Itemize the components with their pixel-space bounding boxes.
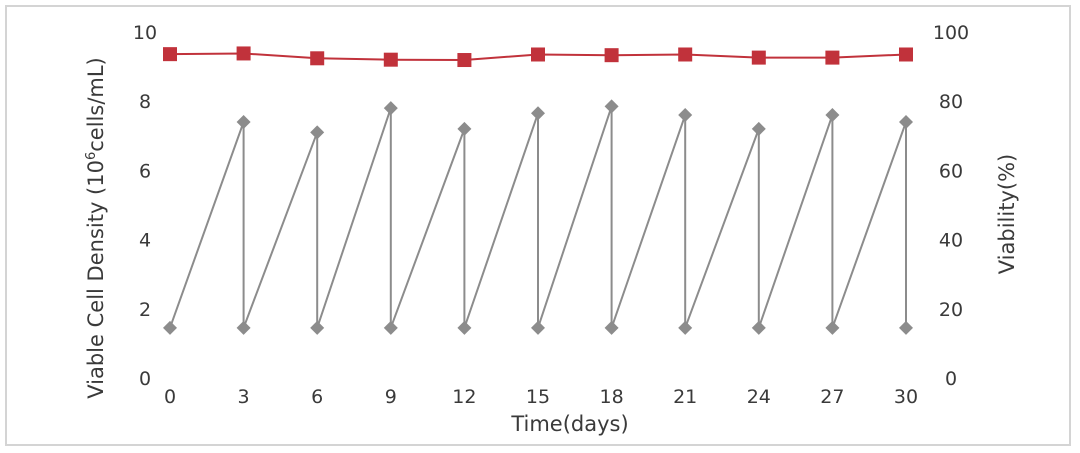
density-point — [604, 99, 619, 114]
density-point — [531, 320, 545, 335]
density-point — [825, 108, 840, 123]
density-point — [531, 106, 545, 121]
density-point — [751, 121, 766, 136]
density-point — [751, 320, 766, 335]
right-y-tick-label: 0 — [945, 368, 957, 390]
right-y-tick-labels: 0 20 40 60 80 100 — [933, 22, 969, 390]
viability-point — [899, 47, 913, 62]
density-point — [383, 101, 398, 116]
viability-point — [457, 53, 472, 68]
density-point — [678, 320, 693, 335]
viability-point — [531, 47, 545, 62]
left-y-tick-label: 10 — [133, 22, 157, 44]
left-y-tick-label: 6 — [139, 160, 151, 182]
left-y-tick-labels: 0 2 4 6 8 10 — [133, 22, 157, 390]
x-tick-label: 27 — [820, 386, 844, 408]
x-tick-label: 0 — [164, 386, 176, 408]
x-tick-label: 21 — [673, 386, 697, 408]
x-tick-label: 3 — [238, 386, 250, 408]
viability-point — [604, 48, 619, 63]
viability-point — [163, 47, 177, 62]
viability-point — [383, 52, 398, 67]
viability-point — [825, 50, 840, 65]
x-tick-label: 12 — [452, 386, 476, 408]
x-tick-label: 30 — [894, 386, 918, 408]
density-point — [163, 320, 177, 335]
viability-point — [751, 50, 766, 65]
density-point — [236, 320, 251, 335]
left-y-tick-label: 0 — [139, 368, 151, 390]
density-point — [899, 320, 913, 335]
x-tick-label: 24 — [747, 386, 771, 408]
density-line — [169, 106, 907, 329]
density-point — [310, 125, 325, 140]
right-y-tick-label: 60 — [939, 160, 963, 182]
density-point — [383, 320, 398, 335]
x-tick-label: 18 — [600, 386, 624, 408]
viability-point — [310, 51, 325, 66]
density-point — [825, 320, 840, 335]
right-y-axis-title: Viability(%) — [995, 154, 1019, 274]
density-point — [678, 108, 693, 123]
right-y-tick-label: 20 — [939, 299, 963, 321]
x-axis-title: Time(days) — [510, 412, 628, 436]
left-y-tick-label: 2 — [139, 299, 151, 321]
left-y-tick-label: 4 — [139, 230, 151, 252]
series-viable-cell-density — [163, 99, 913, 335]
x-tick-labels: 0 3 6 9 12 15 18 21 24 27 30 — [164, 386, 918, 408]
density-point — [604, 320, 619, 335]
density-point — [899, 114, 913, 129]
right-y-tick-label: 100 — [933, 22, 969, 44]
left-y-axis-title-main: Viable Cell Density (10 — [84, 160, 108, 399]
density-point — [310, 320, 325, 335]
density-point — [457, 320, 472, 335]
right-y-tick-label: 80 — [939, 91, 963, 113]
density-point — [236, 114, 251, 129]
left-y-axis-title: Viable Cell Density (106cells/mL) — [84, 57, 108, 399]
left-y-axis-title-tail: cells/mL) — [84, 57, 108, 152]
x-tick-label: 15 — [526, 386, 550, 408]
viability-point — [236, 46, 251, 61]
left-y-tick-label: 8 — [139, 91, 151, 113]
viability-point — [678, 47, 693, 62]
density-point — [457, 121, 472, 136]
x-tick-label: 9 — [385, 386, 397, 408]
x-tick-label: 6 — [311, 386, 323, 408]
series-viability — [163, 46, 913, 68]
right-y-tick-label: 40 — [939, 230, 963, 252]
left-y-axis-title-superscript: 6 — [84, 152, 99, 160]
